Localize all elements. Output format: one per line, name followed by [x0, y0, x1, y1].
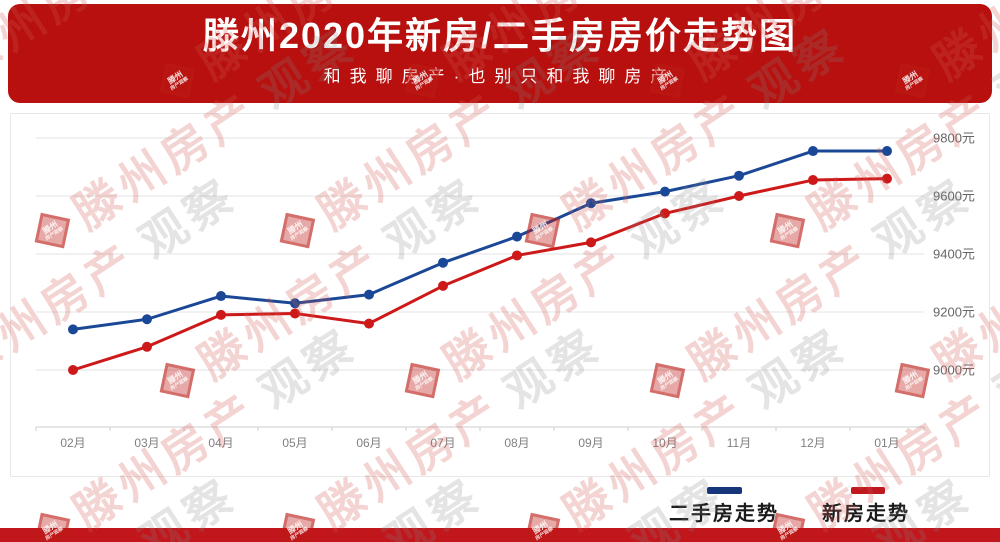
data-point — [142, 314, 152, 325]
data-point — [438, 257, 448, 268]
data-point — [882, 173, 892, 184]
data-point — [734, 191, 744, 201]
data-point — [216, 309, 226, 320]
data-point — [290, 298, 300, 309]
page-subtitle: 和我聊房产·也别只和我聊房产 — [323, 67, 677, 87]
x-axis-tick-label: 06月 — [356, 436, 381, 450]
x-axis-tick-label: 12月 — [800, 436, 825, 450]
data-point — [808, 146, 818, 157]
data-point — [364, 318, 374, 329]
data-point — [364, 289, 374, 300]
legend-label-new: 新房走势 — [822, 503, 910, 525]
y-axis-tick-label: 9400元 — [933, 247, 975, 262]
data-point — [68, 365, 78, 375]
x-axis-tick-label: 03月 — [134, 436, 159, 450]
chart-card: 9000元 9200元 9400元 9600元 9800元 02月 03月 04月 05月 06月… — [10, 113, 990, 477]
x-axis-tick-label: 02月 — [60, 436, 85, 450]
x-axis-tick-label: 05月 — [282, 436, 307, 450]
x-axis-tick-label: 07月 — [430, 436, 455, 450]
data-point — [808, 175, 818, 186]
data-point — [290, 308, 300, 319]
data-point — [586, 198, 596, 209]
legend-label-secondhand: 二手房走势 — [669, 503, 779, 525]
data-point — [734, 170, 744, 181]
data-point — [882, 146, 892, 157]
x-axis-tick-label: 01月 — [874, 436, 899, 450]
y-axis-tick-label: 9000元 — [933, 363, 975, 378]
x-axis-tick-label: 09月 — [578, 436, 603, 450]
data-point — [512, 250, 522, 261]
x-axis-tick-label: 10月 — [652, 436, 677, 450]
legend-swatch-secondhand — [707, 487, 742, 494]
data-point — [586, 237, 596, 248]
data-point — [660, 186, 670, 197]
data-point — [142, 341, 152, 352]
x-axis-tick-label: 08月 — [504, 436, 529, 450]
trend-chart: 9000元 9200元 9400元 9600元 9800元 02月 03月 04月 05月 06月… — [35, 131, 975, 450]
x-axis-tick-label: 11月 — [727, 436, 751, 450]
data-point — [438, 280, 448, 291]
data-point — [660, 208, 670, 219]
page-title: 滕州2020年新房/二手房房价走势图 — [202, 15, 798, 56]
data-point — [512, 231, 522, 242]
legend-swatch-new — [851, 487, 885, 494]
data-point — [68, 324, 78, 335]
header-banner: 滕州2020年新房/二手房房价走势图 和我聊房产·也别只和我聊房产 — [8, 4, 992, 103]
series-line-新房走势 — [71, 177, 889, 372]
series-line-二手房走势 — [71, 149, 889, 331]
data-point — [216, 291, 226, 302]
y-axis-tick-label: 9600元 — [933, 189, 975, 204]
footer-bar — [0, 528, 1000, 542]
y-axis-tick-label: 9800元 — [933, 131, 975, 146]
y-axis-tick-label: 9200元 — [933, 305, 975, 320]
x-axis-tick-label: 04月 — [208, 436, 233, 450]
